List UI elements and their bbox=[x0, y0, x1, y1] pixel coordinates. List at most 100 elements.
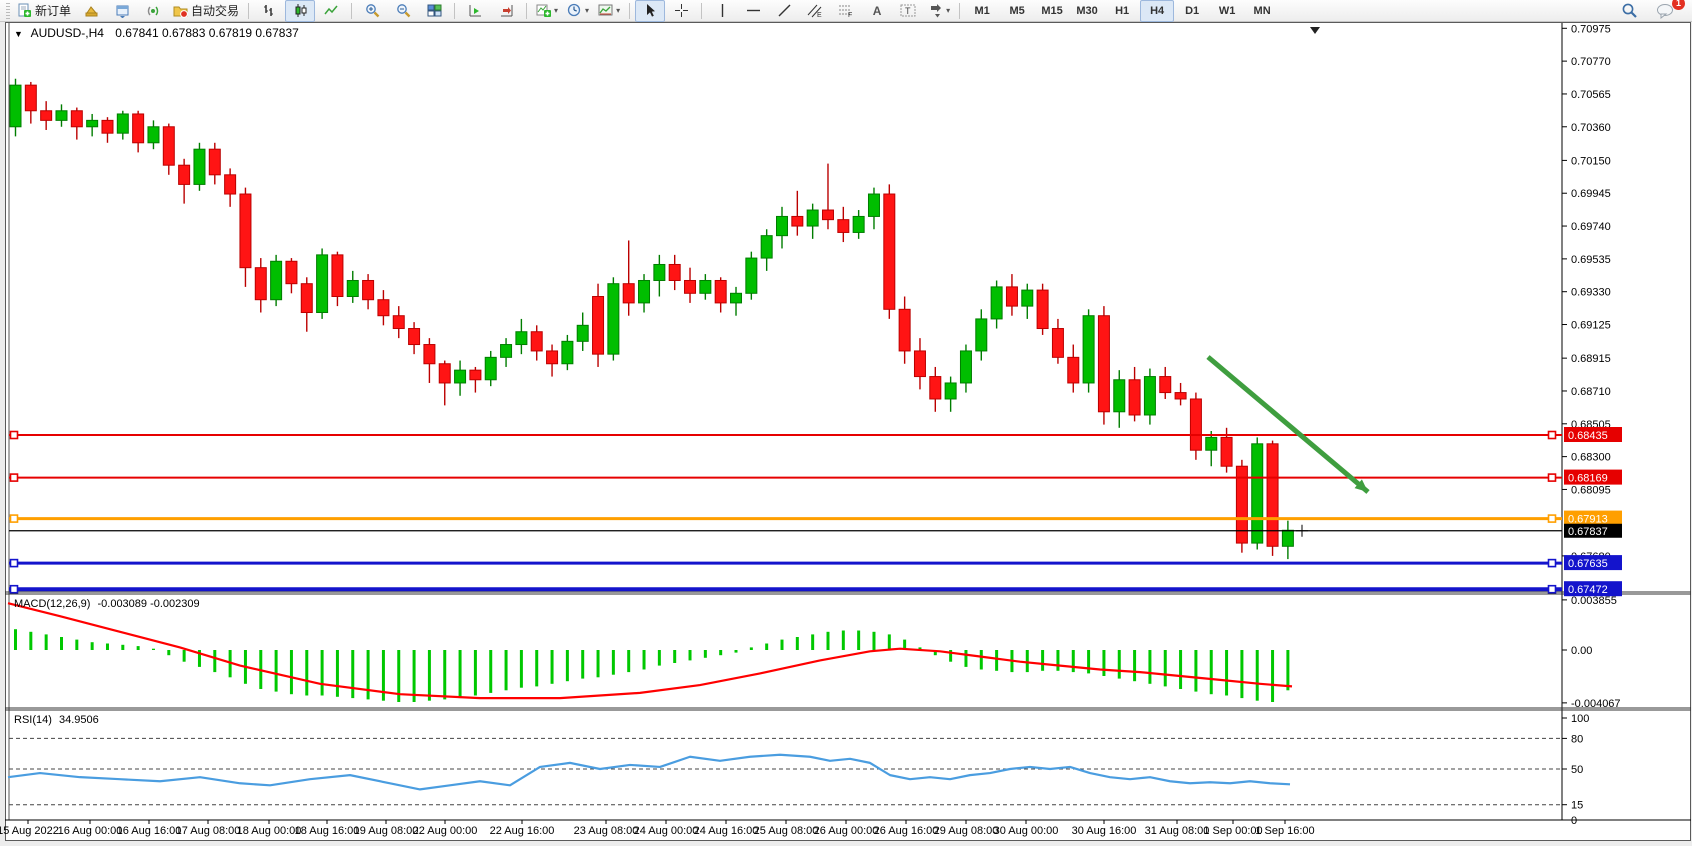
macd-signal-line bbox=[7, 602, 1293, 700]
dropdown-arrow-icon: ▾ bbox=[616, 6, 621, 15]
notifications-button[interactable]: 1 bbox=[1650, 0, 1685, 22]
hline-0.67635[interactable]: 0.67635 bbox=[9, 555, 1622, 571]
chart-shift-button[interactable] bbox=[460, 0, 490, 22]
timeframe-h4[interactable]: H4 bbox=[1140, 0, 1175, 22]
svg-text:0.68710: 0.68710 bbox=[1571, 386, 1611, 398]
svg-text:26 Aug 00:00: 26 Aug 00:00 bbox=[814, 825, 879, 837]
toolbar-separator bbox=[248, 2, 250, 19]
autotrading-button[interactable]: 自动交易 bbox=[169, 0, 243, 22]
text-button[interactable]: A bbox=[862, 0, 892, 22]
time-axis[interactable] bbox=[5, 821, 1562, 841]
toolbar-separator bbox=[701, 2, 703, 19]
svg-text:0.70975: 0.70975 bbox=[1571, 23, 1611, 35]
rsi-pane-label: RSI(14) 34.9506 bbox=[14, 714, 99, 726]
toolbar-separator bbox=[454, 2, 456, 19]
macd-pane-label: MACD(12,26,9) -0.003089 -0.002309 bbox=[14, 598, 200, 610]
timeframe-m30[interactable]: M30 bbox=[1076, 4, 1098, 17]
timeframe-d1[interactable]: D1 bbox=[1185, 4, 1200, 17]
timeframe-m1[interactable]: M1 bbox=[974, 4, 990, 17]
notification-badge: 1 bbox=[1672, 0, 1685, 10]
search-button[interactable] bbox=[1614, 0, 1644, 22]
text-label-icon: T bbox=[900, 3, 916, 18]
svg-text:-0.004067: -0.004067 bbox=[1571, 698, 1621, 710]
svg-text:0.67837: 0.67837 bbox=[1568, 526, 1608, 538]
timeframe-m5[interactable]: M5 bbox=[1009, 4, 1025, 17]
toolbar-right-group: 1 bbox=[1614, 0, 1688, 22]
auto-scroll-button[interactable] bbox=[491, 0, 521, 22]
svg-text:0.003855: 0.003855 bbox=[1571, 595, 1617, 607]
svg-text:80: 80 bbox=[1571, 733, 1583, 745]
fibonacci-button[interactable]: F bbox=[831, 0, 861, 22]
hline-0.68169[interactable]: 0.68169 bbox=[9, 469, 1622, 485]
autotrading-icon bbox=[173, 3, 188, 18]
dropdown-arrow-icon: ▾ bbox=[946, 6, 951, 15]
svg-text:0.67913: 0.67913 bbox=[1568, 514, 1608, 526]
chart-bars-button[interactable] bbox=[254, 0, 284, 22]
templates-dropdown[interactable]: ▾ bbox=[594, 0, 624, 22]
hline-0.67913[interactable]: 0.67913 bbox=[9, 510, 1622, 526]
svg-text:15 Aug 2022: 15 Aug 2022 bbox=[0, 825, 59, 837]
gold-block-button[interactable] bbox=[76, 0, 106, 22]
sound-alert-button[interactable] bbox=[138, 0, 168, 22]
collapse-triangle-icon: ▼ bbox=[14, 29, 23, 39]
chart-bars-icon bbox=[262, 3, 277, 18]
tile-windows-button[interactable] bbox=[419, 0, 449, 22]
trendline-button[interactable] bbox=[769, 0, 799, 22]
price-axis[interactable] bbox=[1563, 23, 1691, 820]
toolbar-separator bbox=[959, 2, 961, 19]
svg-text:16 Aug 00:00: 16 Aug 00:00 bbox=[58, 825, 123, 837]
svg-text:19 Aug 08:00: 19 Aug 08:00 bbox=[354, 825, 419, 837]
indicators-add-icon bbox=[536, 3, 552, 18]
arrows-shapes-dropdown[interactable]: ▾ bbox=[924, 0, 954, 22]
zoom-in-button[interactable] bbox=[357, 0, 387, 22]
templates-picture-icon bbox=[598, 3, 613, 18]
svg-text:0.68300: 0.68300 bbox=[1571, 452, 1611, 464]
svg-text:0.69945: 0.69945 bbox=[1571, 188, 1611, 200]
equidistant-channel-icon: E bbox=[807, 3, 823, 18]
crosshair-button[interactable] bbox=[666, 0, 696, 22]
svg-text:26 Aug 16:00: 26 Aug 16:00 bbox=[874, 825, 939, 837]
svg-text:E: E bbox=[817, 12, 822, 18]
autotrading-label: 自动交易 bbox=[191, 4, 240, 18]
arrows-shapes-icon bbox=[928, 3, 943, 18]
chart-frame bbox=[5, 23, 1691, 821]
text-label-button[interactable]: T bbox=[893, 0, 923, 22]
svg-text:0.68095: 0.68095 bbox=[1571, 484, 1611, 496]
chart-shift-icon bbox=[468, 3, 483, 18]
svg-text:23 Aug 08:00: 23 Aug 08:00 bbox=[574, 825, 639, 837]
horizontal-line-button[interactable] bbox=[738, 0, 768, 22]
chart-candles-button[interactable] bbox=[285, 0, 316, 22]
hline-0.68435[interactable]: 0.68435 bbox=[9, 427, 1622, 443]
macd-axis: 0.003855 0.00 -0.004067 bbox=[1562, 595, 1621, 710]
timeframe-mn[interactable]: MN bbox=[1253, 4, 1271, 17]
search-icon bbox=[1621, 2, 1638, 19]
svg-text:30 Aug 16:00: 30 Aug 16:00 bbox=[1072, 825, 1137, 837]
zoom-out-button[interactable] bbox=[388, 0, 418, 22]
indicators-dropdown[interactable]: ▾ bbox=[532, 0, 562, 22]
trend-arrow-annotation[interactable] bbox=[1206, 355, 1370, 494]
svg-text:100: 100 bbox=[1571, 713, 1589, 725]
periods-dropdown[interactable]: ▾ bbox=[563, 0, 593, 22]
svg-text:0: 0 bbox=[1571, 815, 1577, 827]
vertical-line-button[interactable] bbox=[707, 0, 737, 22]
sound-alert-icon bbox=[146, 3, 161, 18]
bid-price-line: 0.67837 bbox=[9, 523, 1622, 538]
timeframe-m15[interactable]: M15 bbox=[1041, 4, 1063, 17]
timeframe-w1[interactable]: W1 bbox=[1218, 4, 1236, 17]
equidistant-channel-button[interactable]: E bbox=[800, 0, 830, 22]
terminal-window-button[interactable] bbox=[107, 0, 137, 22]
rsi-line bbox=[7, 753, 1291, 791]
fibonacci-icon: F bbox=[838, 3, 854, 18]
chart-line-button[interactable] bbox=[316, 0, 346, 22]
auto-scroll-icon bbox=[499, 3, 514, 18]
svg-text:0.70770: 0.70770 bbox=[1571, 56, 1611, 68]
vertical-line-icon bbox=[715, 3, 730, 18]
new-order-label: 新订单 bbox=[35, 4, 72, 18]
timeframe-h1[interactable]: H1 bbox=[1115, 4, 1130, 17]
new-order-button[interactable]: 新订单 bbox=[13, 0, 75, 22]
cursor-button[interactable] bbox=[635, 0, 666, 22]
hline-0.67472[interactable]: 0.67472 bbox=[9, 581, 1622, 597]
chart-shift-marker[interactable] bbox=[1310, 27, 1320, 34]
